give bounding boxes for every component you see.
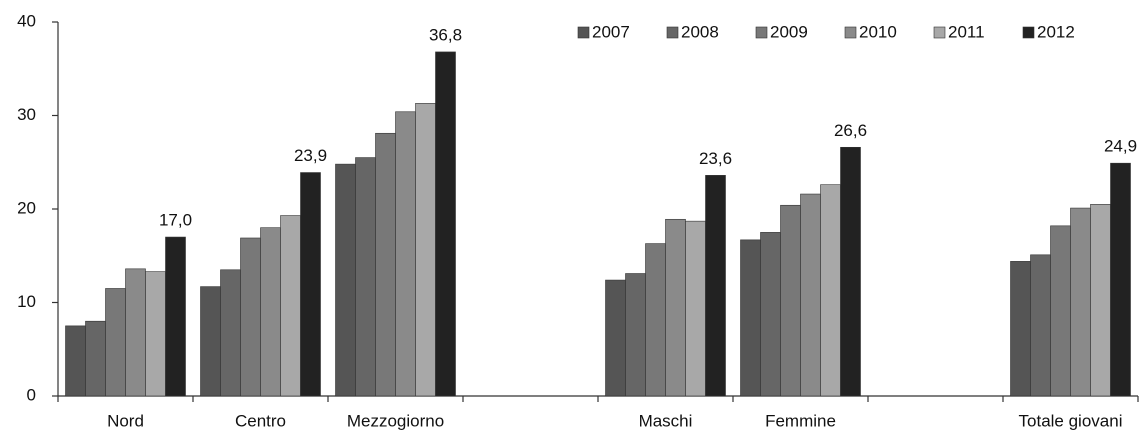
value-label: 26,6 (834, 121, 867, 140)
x-tick-label: Femmine (765, 411, 836, 430)
bar (375, 132, 396, 397)
bar (645, 243, 666, 397)
legend-label: 2011 (948, 22, 985, 41)
bar (200, 286, 221, 397)
bar (605, 279, 626, 397)
legend-label: 2008 (681, 22, 719, 41)
legend-label: 2009 (770, 22, 808, 41)
value-label: 36,8 (429, 25, 462, 44)
bar (65, 325, 86, 397)
bar (105, 288, 126, 397)
legend-swatch (577, 26, 590, 39)
bar (820, 184, 841, 397)
bar (335, 163, 356, 397)
bar (435, 51, 456, 397)
legend-swatch (755, 26, 768, 39)
bar (85, 320, 106, 397)
value-label: 17,0 (159, 211, 192, 230)
y-tick-label: 10 (17, 292, 36, 311)
bar (280, 215, 301, 397)
bar (220, 269, 241, 397)
bar (1070, 207, 1091, 397)
y-tick-label: 40 (17, 11, 36, 30)
legend-label: 2012 (1037, 22, 1075, 41)
x-tick-label: Nord (107, 411, 144, 430)
bar (800, 193, 821, 397)
x-tick-label: Centro (235, 411, 286, 430)
x-tick-label: Totale giovani (1019, 411, 1123, 430)
x-tick-label: Mezzogiorno (347, 411, 444, 430)
legend-swatch (933, 26, 946, 39)
value-label: 23,6 (699, 149, 732, 168)
x-tick-label: Maschi (639, 411, 693, 430)
value-label: 23,9 (294, 146, 327, 165)
legend-label: 2010 (859, 22, 897, 41)
bar (1010, 261, 1031, 397)
bar (1030, 254, 1051, 397)
bar (685, 220, 706, 397)
bar (760, 232, 781, 397)
bar (740, 239, 761, 397)
bar (625, 273, 646, 397)
y-tick-label: 30 (17, 105, 36, 124)
bar (240, 237, 261, 397)
bar (355, 157, 376, 397)
y-tick-label: 0 (27, 385, 36, 404)
bar (840, 146, 861, 397)
bar (260, 227, 281, 397)
bar (1050, 225, 1071, 397)
bar (1110, 162, 1131, 397)
bar (395, 111, 416, 397)
legend-swatch (1022, 26, 1035, 39)
bar (705, 175, 726, 397)
bar (165, 236, 186, 397)
legend-swatch (666, 26, 679, 39)
value-label: 24,9 (1104, 137, 1137, 156)
bar (125, 268, 146, 397)
legend-swatch (844, 26, 857, 39)
bar (780, 204, 801, 397)
legend-label: 2007 (592, 22, 630, 41)
bar (300, 172, 321, 397)
bar (145, 271, 166, 397)
bar (415, 103, 436, 397)
y-tick-label: 20 (17, 198, 36, 217)
bar (665, 218, 686, 397)
bar (1090, 204, 1111, 397)
